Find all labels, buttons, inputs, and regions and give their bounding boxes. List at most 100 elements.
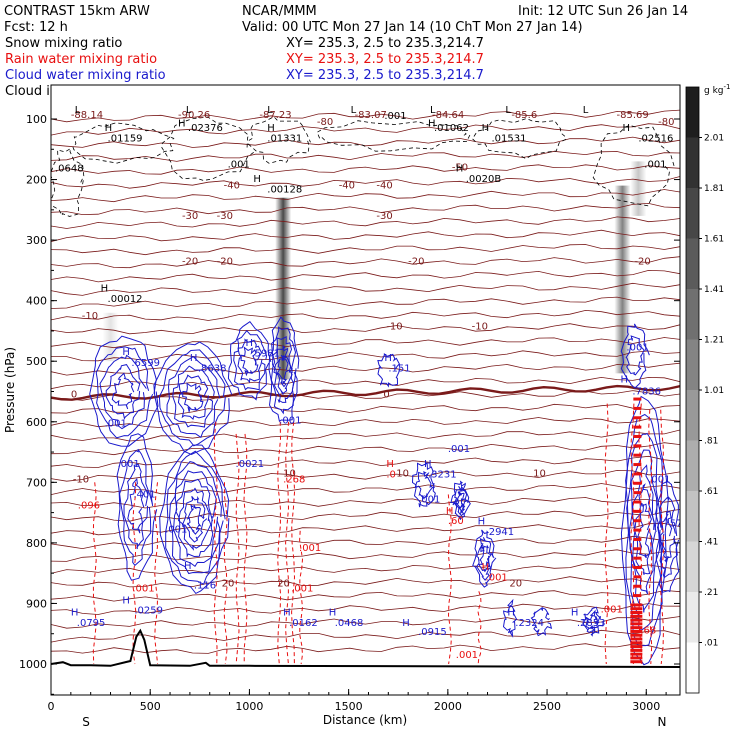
- temperature-label: 20: [509, 578, 522, 589]
- rain-core: [633, 537, 642, 541]
- cloud-water-label: H: [245, 338, 253, 349]
- temperature-label: 20: [277, 578, 290, 589]
- header-center: NCAR/MMM: [242, 4, 317, 19]
- isotherm: [51, 109, 680, 123]
- snow-label: H: [456, 164, 464, 175]
- colorbar-label: .81: [704, 437, 718, 447]
- isotherm: [51, 417, 680, 429]
- legend-name: Cloud water mixing ratio: [5, 68, 166, 83]
- temperature-label: -20: [217, 256, 233, 267]
- rain-hatch: [630, 656, 643, 660]
- temperature-label: -88.14: [71, 110, 103, 121]
- rain-label: H: [386, 459, 394, 470]
- cloud-water-label: H: [384, 353, 392, 364]
- cloud-water-contours: [89, 316, 680, 666]
- x-axis: 0 500 1000 1500 2000 2500 3000: [48, 689, 667, 713]
- rain-core: [633, 584, 642, 588]
- y-tick-label: 400: [26, 295, 47, 308]
- temperature-label: -40: [339, 181, 355, 192]
- cloud-contour: [656, 495, 678, 579]
- x-tick-label: 0: [48, 700, 55, 713]
- rain-core: [633, 416, 642, 420]
- y-tick-label: 700: [26, 476, 47, 489]
- rain-contour: [243, 433, 248, 665]
- cloud-contour: [582, 606, 604, 637]
- rain-contour: [291, 421, 296, 665]
- snow-label: H: [267, 123, 275, 134]
- cloud-contour: [166, 355, 221, 439]
- rain-core: [633, 594, 642, 598]
- colorbar-label: 1.21: [704, 336, 724, 346]
- cloud-water-label: .8638: [198, 364, 227, 375]
- isotherm: [51, 563, 680, 574]
- cloud-contour: [637, 501, 652, 559]
- y-tick-label: 300: [26, 234, 47, 247]
- rain-label: .001: [291, 583, 313, 594]
- snow-label: .01531: [491, 133, 526, 144]
- rain-hatch: [630, 607, 643, 611]
- cloud-contour: [227, 321, 272, 401]
- rain-label: .001: [456, 650, 478, 661]
- cloud-water-label: .5981: [251, 348, 280, 359]
- cloud-water-label: .0259: [134, 606, 163, 617]
- colorbar-swatch: [686, 541, 699, 593]
- rain-core: [633, 528, 642, 532]
- snow-label: L: [583, 105, 589, 116]
- cloud-contour: [620, 395, 669, 666]
- rain-contour: [223, 482, 228, 665]
- cloud-contour: [165, 450, 226, 585]
- cloud-water-label: H: [620, 374, 628, 385]
- temperature-label: -87.23: [259, 110, 291, 121]
- isotherm: [51, 189, 680, 203]
- rain-label: .001: [132, 583, 154, 594]
- snow-label: H: [253, 174, 261, 185]
- rain-hatch: [630, 626, 643, 630]
- x-end-label-north: N: [658, 715, 667, 729]
- snow-contour: [72, 122, 175, 164]
- snow-label: L: [351, 105, 357, 116]
- cloud-contour: [158, 349, 226, 447]
- y-tick-label: 100: [26, 113, 47, 126]
- rain-hatch: [630, 660, 643, 664]
- isotherm: [51, 350, 680, 362]
- rain-hatch: [630, 618, 643, 622]
- colorbar-label: 1.41: [704, 285, 724, 295]
- cloud-contour: [455, 490, 468, 512]
- cloud-water-label: H: [478, 517, 486, 528]
- colorbar-unit: g kg-1: [704, 83, 730, 96]
- isotherm: [51, 535, 680, 550]
- cloud-contour: [272, 335, 295, 403]
- rain-label: H: [482, 562, 490, 573]
- cloud-contour: [181, 495, 208, 543]
- snow-contour: [248, 116, 311, 164]
- snow-label: H: [178, 118, 186, 129]
- snow-label: .02516: [638, 133, 673, 144]
- cloud-contour: [116, 433, 158, 581]
- cloud-contour: [628, 449, 661, 613]
- rain-label: .001: [299, 543, 321, 554]
- cloud-water-label: H: [283, 608, 291, 619]
- rain-hatch: [630, 633, 643, 637]
- isotherm: [51, 123, 680, 136]
- rain-contour: [154, 482, 159, 665]
- x-tick-label: 2500: [533, 700, 561, 713]
- temperature-label: -50: [452, 162, 468, 173]
- snow-label: .02376: [188, 123, 223, 134]
- legend-xy: XY= 235.3, 2.5 to 235.3,214.7: [286, 68, 484, 83]
- temperature-label: -10: [472, 322, 488, 333]
- isotherm: [51, 282, 680, 296]
- colorbar-swatch: [686, 289, 699, 340]
- colorbar-swatch: [686, 491, 699, 542]
- cloud-water-label: .0915: [418, 627, 447, 638]
- cloud-water-label: .151: [388, 364, 410, 375]
- y-tick-label: 800: [26, 537, 47, 550]
- cloud-water-label: .001: [165, 525, 187, 536]
- plot-area: -83.07 -84.64 -85.6 -85.69 -87.23 -90.26 -88.1…: [19, 84, 681, 713]
- cloud-contour: [475, 537, 495, 581]
- isotherm: [51, 176, 680, 189]
- rain-core: [633, 519, 642, 523]
- rain-core: [633, 453, 642, 457]
- x-tick-label: 1500: [335, 700, 363, 713]
- temperature-label: 0: [71, 390, 77, 401]
